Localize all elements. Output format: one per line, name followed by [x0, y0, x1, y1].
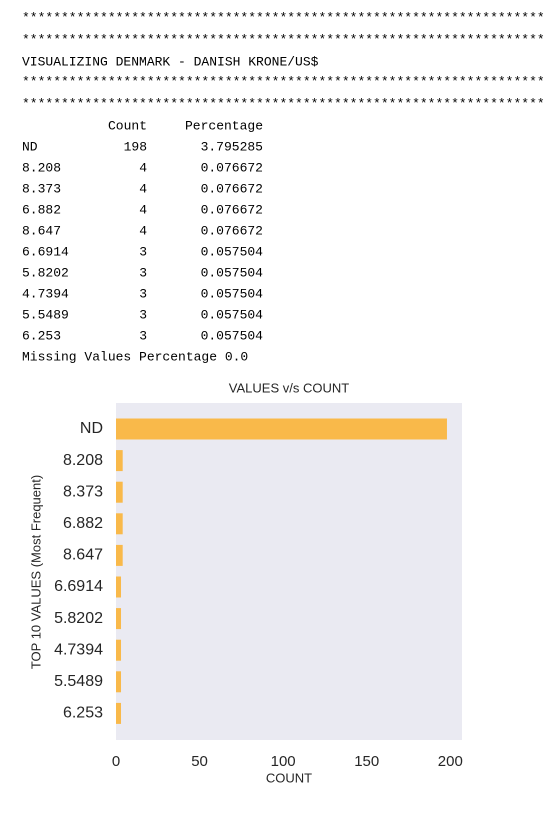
x-tick-label: 150 [354, 753, 379, 770]
percentage-cell: 0.057504 [201, 265, 264, 280]
bar [116, 671, 122, 693]
row-index: 5.8202 [22, 265, 69, 280]
bar [116, 450, 123, 472]
y-tick-label: 8.647 [63, 547, 103, 564]
y-tick-label: 5.8202 [54, 610, 103, 627]
y-tick-label: 8.208 [63, 452, 103, 469]
x-axis-label: COUNT [266, 770, 312, 785]
count-cell: 3 [139, 328, 147, 343]
missing-line: Missing Values Percentage 0.0 [22, 349, 248, 364]
y-tick-label: 4.7394 [54, 641, 103, 658]
y-tick-label: 5.5489 [54, 673, 103, 690]
percentage-cell: 3.795285 [201, 139, 263, 154]
percentage-cell: 0.057504 [201, 244, 264, 259]
banner-line: ****************************************… [22, 74, 545, 89]
count-cell: 3 [139, 244, 147, 259]
percentage-cell: 0.057504 [201, 286, 264, 301]
y-tick-label: 8.373 [63, 483, 103, 500]
bar [116, 418, 447, 440]
y-tick-label: ND [80, 420, 103, 437]
percentage-cell: 0.076672 [201, 223, 263, 238]
bar [116, 481, 123, 503]
x-tick-label: 0 [112, 753, 120, 770]
count-cell: 198 [124, 139, 147, 154]
count-cell: 3 [139, 286, 147, 301]
row-index: 6.253 [22, 328, 61, 343]
count-cell: 4 [139, 223, 147, 238]
row-index: 4.7394 [22, 286, 69, 301]
y-axis-label: TOP 10 VALUES (Most Frequent) [28, 475, 43, 669]
percentage-cell: 0.057504 [201, 328, 264, 343]
chart-title: VALUES v/s COUNT [229, 380, 349, 395]
bar [116, 576, 122, 598]
x-tick-label: 200 [438, 753, 463, 770]
count-cell: 3 [139, 307, 147, 322]
row-index: ND [22, 139, 38, 154]
row-index: 8.647 [22, 223, 61, 238]
column-header: Count [108, 118, 147, 133]
column-header: Percentage [185, 118, 263, 133]
y-tick-label: 6.253 [63, 705, 103, 722]
count-cell: 4 [139, 181, 147, 196]
bar [116, 544, 123, 566]
row-index: 5.5489 [22, 307, 69, 322]
row-index: 8.208 [22, 160, 61, 175]
y-tick-label: 6.882 [63, 515, 103, 532]
heading: VISUALIZING DENMARK - DANISH KRONE/US$ [22, 54, 319, 69]
bar [116, 702, 122, 724]
banner-line: ****************************************… [22, 10, 545, 25]
row-index: 6.882 [22, 202, 61, 217]
percentage-cell: 0.057504 [201, 307, 264, 322]
bar [116, 513, 123, 535]
count-cell: 3 [139, 265, 147, 280]
percentage-cell: 0.076672 [201, 181, 263, 196]
x-tick-label: 50 [191, 753, 208, 770]
bar [116, 639, 122, 661]
row-index: 8.373 [22, 181, 61, 196]
percentage-cell: 0.076672 [201, 202, 263, 217]
row-index: 6.6914 [22, 244, 69, 259]
count-cell: 4 [139, 202, 147, 217]
banner-line: ****************************************… [22, 32, 545, 47]
x-tick-label: 100 [271, 753, 296, 770]
percentage-cell: 0.076672 [201, 160, 263, 175]
plot-background [116, 403, 462, 740]
banner-line: ****************************************… [22, 96, 545, 111]
y-tick-label: 6.6914 [54, 578, 103, 595]
bar [116, 608, 122, 630]
count-cell: 4 [139, 160, 147, 175]
